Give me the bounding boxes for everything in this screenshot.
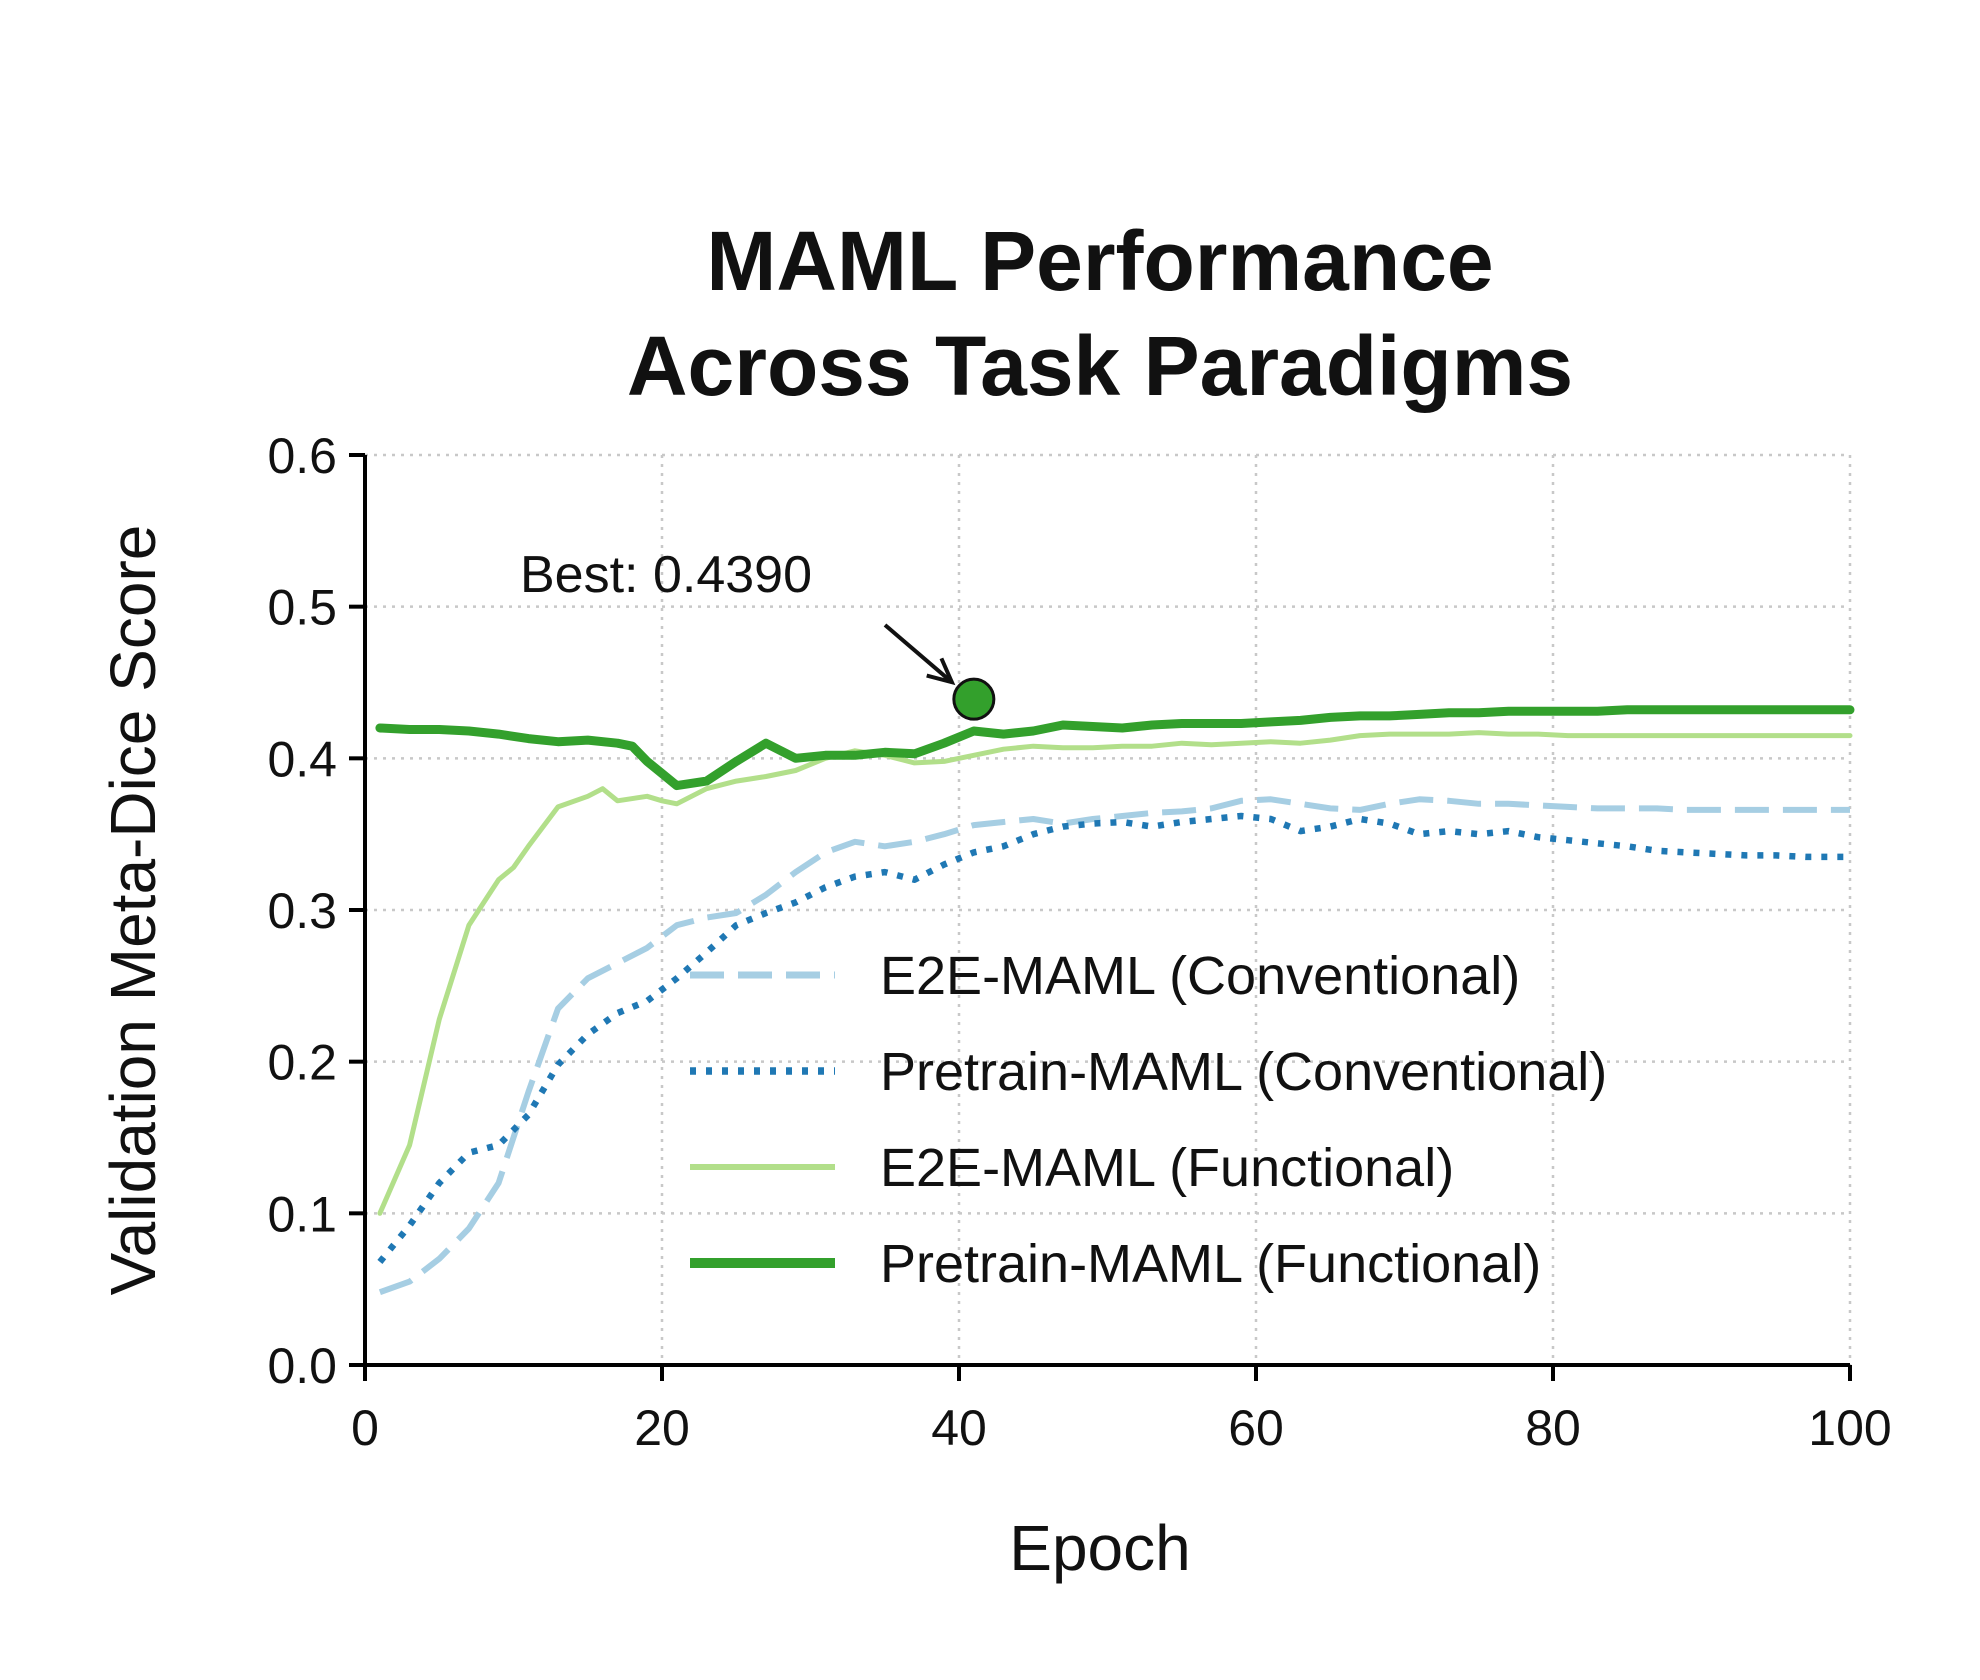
x-axis-label: Epoch (1009, 1512, 1190, 1584)
annotation-arrowhead (926, 657, 956, 686)
y-tick-label: 0.1 (267, 1186, 337, 1242)
y-tick-label: 0.2 (267, 1035, 337, 1091)
y-tick-label: 0.5 (267, 580, 337, 636)
annotation-text: Best: 0.4390 (520, 546, 812, 604)
y-tick-label: 0.6 (267, 428, 337, 484)
x-tick-label: 40 (931, 1400, 987, 1456)
chart-title: MAML Performance Across Task Paradigms (627, 214, 1573, 413)
legend-label-3: E2E-MAML (Functional) (880, 1138, 1454, 1198)
x-tick-label: 60 (1228, 1400, 1284, 1456)
annotation: Best: 0.4390 (520, 546, 996, 721)
series-line-3 (377, 730, 1853, 1216)
annotation-arrow (883, 623, 954, 684)
x-tick-label: 0 (351, 1400, 379, 1456)
chart-title-line-1: MAML Performance (706, 214, 1493, 308)
series-line-4 (375, 705, 1855, 791)
series-line-2 (377, 812, 1850, 1264)
grid (365, 453, 1852, 1365)
legend-label-4: Pretrain-MAML (Functional) (880, 1234, 1541, 1294)
x-tick-label: 100 (1808, 1400, 1891, 1456)
axes: 0 20 40 60 80 100 0.0 0.1 0.2 0.3 0.4 0.5 0.6 (267, 428, 1891, 1456)
y-tick-label: 0.0 (267, 1338, 337, 1394)
y-tick-label: 0.3 (267, 883, 337, 939)
series-layer (375, 705, 1855, 1296)
legend-label-2: Pretrain-MAML (Conventional) (880, 1042, 1607, 1102)
y-axis-label: Validation Meta-Dice Score (97, 525, 169, 1296)
legend: E2E-MAML (Conventional) Pretrain-MAML (Co… (690, 946, 1607, 1294)
series-line-1 (378, 796, 1850, 1296)
chart-title-line-2: Across Task Paradigms (627, 319, 1573, 413)
legend-label-1: E2E-MAML (Conventional) (880, 946, 1520, 1006)
x-tick-label: 20 (634, 1400, 690, 1456)
x-tick-label: 80 (1525, 1400, 1581, 1456)
best-point-marker (952, 677, 996, 721)
y-tick-label: 0.4 (267, 731, 337, 787)
